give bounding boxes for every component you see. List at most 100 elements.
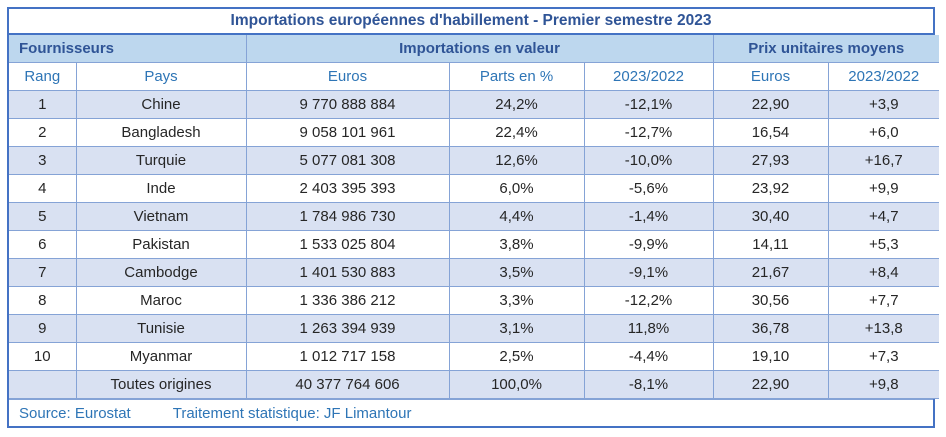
cell-unit-price: 23,92	[712, 174, 829, 203]
cell-unit-price-change: +7,7	[827, 286, 939, 315]
cell-share: 2,5%	[448, 342, 585, 371]
cell-unit-price: 19,10	[712, 342, 829, 371]
table-footer: Source: Eurostat Traitement statistique:…	[9, 399, 933, 426]
cell-unit-price-change: +16,7	[827, 146, 939, 175]
cell-unit-price: 27,93	[712, 146, 829, 175]
group-header-fournisseurs: Fournisseurs	[9, 35, 247, 63]
table-row: 1 Chine 9 770 888 884 24,2% -12,1% 22,90 +3,9	[9, 90, 939, 119]
cell-change-value: -5,6%	[583, 174, 714, 203]
cell-unit-price-change: +4,7	[827, 202, 939, 231]
table-row: 5 Vietnam 1 784 986 730 4,4% -1,4% 30,40 +4,7	[9, 202, 939, 231]
cell-euros: 5 077 081 308	[245, 146, 450, 175]
source-label: Source: Eurostat	[19, 404, 131, 422]
cell-rank: 3	[9, 146, 77, 175]
cell-euros: 1 401 530 883	[245, 258, 450, 287]
column-header-rang: Rang	[9, 62, 77, 91]
cell-share: 3,3%	[448, 286, 585, 315]
cell-rank: 10	[9, 342, 77, 371]
imports-table: Fournisseurs Importations en valeur Prix…	[9, 35, 939, 399]
cell-country: Cambodge	[75, 258, 247, 287]
cell-change-value: -4,4%	[583, 342, 714, 371]
cell-euros: 1 784 986 730	[245, 202, 450, 231]
table-row: 7 Cambodge 1 401 530 883 3,5% -9,1% 21,67 +8,4	[9, 258, 939, 287]
cell-unit-price-change: +7,3	[827, 342, 939, 371]
cell-change-value: -1,4%	[583, 202, 714, 231]
cell-euros: 1 012 717 158	[245, 342, 450, 371]
cell-unit-price-change: +3,9	[827, 90, 939, 119]
cell-unit-price-change: +13,8	[827, 314, 939, 343]
cell-unit-price: 21,67	[712, 258, 829, 287]
cell-country: Turquie	[75, 146, 247, 175]
cell-country: Pakistan	[75, 230, 247, 259]
cell-unit-price: 22,90	[712, 90, 829, 119]
cell-rank: 2	[9, 118, 77, 147]
cell-share: 4,4%	[448, 202, 585, 231]
cell-share: 3,8%	[448, 230, 585, 259]
cell-rank: 1	[9, 90, 77, 119]
column-header-parts: Parts en %	[448, 62, 585, 91]
cell-country: Vietnam	[75, 202, 247, 231]
cell-euros: 1 336 386 212	[245, 286, 450, 315]
imports-table-frame: Importations européennes d'habillement -…	[7, 7, 939, 428]
cell-share: 6,0%	[448, 174, 585, 203]
cell-unit-price: 16,54	[712, 118, 829, 147]
table-total-row: Toutes origines 40 377 764 606 100,0% -8,1%…	[9, 370, 939, 399]
cell-rank: 9	[9, 314, 77, 343]
cell-country: Chine	[75, 90, 247, 119]
cell-euros: 1 533 025 804	[245, 230, 450, 259]
group-header-row: Fournisseurs Importations en valeur Prix…	[9, 35, 939, 63]
cell-rank: 7	[9, 258, 77, 287]
cell-country: Toutes origines	[75, 370, 247, 399]
column-header-row: Rang Pays Euros Parts en % 2023/2022 Eur…	[9, 62, 939, 91]
cell-euros: 2 403 395 393	[245, 174, 450, 203]
cell-change-value: -12,1%	[583, 90, 714, 119]
table-row: 3 Turquie 5 077 081 308 12,6% -10,0% 27,93 +16…	[9, 146, 939, 175]
cell-euros: 9 770 888 884	[245, 90, 450, 119]
cell-unit-price-change: +8,4	[827, 258, 939, 287]
cell-unit-price: 30,40	[712, 202, 829, 231]
group-header-importations-valeur: Importations en valeur	[245, 35, 714, 63]
cell-change-value: -8,1%	[583, 370, 714, 399]
cell-rank: 6	[9, 230, 77, 259]
cell-change-value: -12,7%	[583, 118, 714, 147]
column-header-variation-valeur: 2023/2022	[583, 62, 714, 91]
cell-share: 24,2%	[448, 90, 585, 119]
cell-rank: 4	[9, 174, 77, 203]
table-row: 2 Bangladesh 9 058 101 961 22,4% -12,7% 16,54…	[9, 118, 939, 147]
cell-unit-price: 36,78	[712, 314, 829, 343]
table-row: 4 Inde 2 403 395 393 6,0% -5,6% 23,92 +9,9	[9, 174, 939, 203]
cell-unit-price-change: +6,0	[827, 118, 939, 147]
table-row: 6 Pakistan 1 533 025 804 3,8% -9,9% 14,11 +5,3	[9, 230, 939, 259]
cell-change-value: -9,1%	[583, 258, 714, 287]
cell-country: Tunisie	[75, 314, 247, 343]
column-header-pays: Pays	[75, 62, 247, 91]
cell-change-value: -10,0%	[583, 146, 714, 175]
group-header-prix-unitaires: Prix unitaires moyens	[712, 35, 939, 63]
cell-unit-price: 14,11	[712, 230, 829, 259]
cell-unit-price-change: +9,8	[827, 370, 939, 399]
cell-unit-price-change: +9,9	[827, 174, 939, 203]
cell-change-value: 11,8%	[583, 314, 714, 343]
table-row: 8 Maroc 1 336 386 212 3,3% -12,2% 30,56 +7,7	[9, 286, 939, 315]
cell-share: 22,4%	[448, 118, 585, 147]
cell-euros: 1 263 394 939	[245, 314, 450, 343]
cell-share: 3,5%	[448, 258, 585, 287]
cell-country: Maroc	[75, 286, 247, 315]
cell-country: Inde	[75, 174, 247, 203]
page-title: Importations européennes d'habillement -…	[9, 9, 933, 35]
cell-rank: 5	[9, 202, 77, 231]
cell-change-value: -9,9%	[583, 230, 714, 259]
table-row: 10 Myanmar 1 012 717 158 2,5% -4,4% 19,10 +7,3	[9, 342, 939, 371]
cell-euros: 9 058 101 961	[245, 118, 450, 147]
cell-euros: 40 377 764 606	[245, 370, 450, 399]
cell-share: 100,0%	[448, 370, 585, 399]
column-header-euros-valeur: Euros	[245, 62, 450, 91]
cell-unit-price: 22,90	[712, 370, 829, 399]
cell-change-value: -12,2%	[583, 286, 714, 315]
processing-label: Traitement statistique: JF Limantour	[172, 404, 412, 422]
cell-share: 3,1%	[448, 314, 585, 343]
table-row: 9 Tunisie 1 263 394 939 3,1% 11,8% 36,78 +13,8	[9, 314, 939, 343]
cell-country: Myanmar	[75, 342, 247, 371]
cell-unit-price: 30,56	[712, 286, 829, 315]
column-header-variation-prix: 2023/2022	[827, 62, 939, 91]
